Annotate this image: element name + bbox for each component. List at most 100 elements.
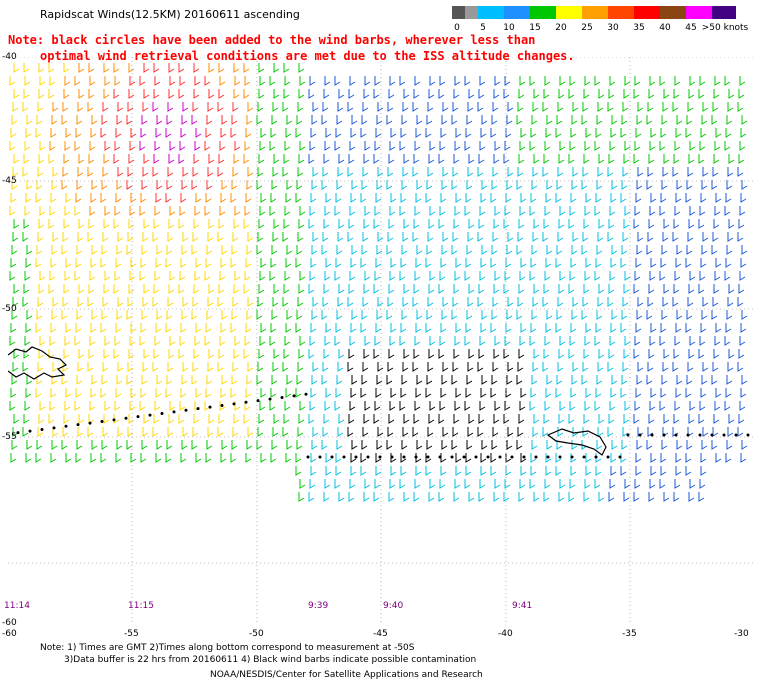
wind-barb bbox=[360, 323, 367, 333]
wind-barb bbox=[582, 297, 589, 307]
wind-barb bbox=[596, 310, 603, 320]
wind-barb bbox=[686, 440, 693, 450]
wind-barb bbox=[413, 219, 420, 229]
wind-barb bbox=[634, 206, 641, 216]
legend-label-40: 40 bbox=[659, 23, 671, 33]
wind-barb bbox=[9, 271, 16, 281]
wind-barb bbox=[414, 479, 421, 489]
wind-barb bbox=[308, 219, 315, 229]
wind-barb bbox=[568, 89, 575, 99]
wind-barb bbox=[269, 336, 276, 346]
wind-barb bbox=[608, 492, 615, 502]
wind-barb bbox=[13, 284, 20, 294]
wind-barb bbox=[544, 336, 551, 346]
wind-barb bbox=[387, 232, 394, 242]
wind-barb bbox=[426, 310, 433, 320]
wind-barb bbox=[299, 336, 306, 346]
wind-barb bbox=[310, 193, 317, 203]
wind-barb bbox=[244, 336, 251, 346]
wind-barb bbox=[178, 63, 185, 73]
wind-barb bbox=[571, 245, 578, 255]
wind-barb bbox=[441, 440, 448, 450]
quality-flag-circles bbox=[16, 392, 750, 459]
wind-barb bbox=[596, 375, 603, 385]
wind-barb bbox=[206, 245, 213, 255]
wind-barb bbox=[78, 63, 85, 73]
wind-barb bbox=[325, 193, 332, 203]
wind-barb bbox=[283, 154, 290, 164]
wind-barb bbox=[557, 102, 564, 112]
wind-barb bbox=[494, 401, 501, 411]
wind-barb bbox=[165, 128, 172, 138]
wind-barb bbox=[740, 388, 747, 398]
wind-barb bbox=[283, 414, 290, 424]
wind-barb bbox=[218, 63, 225, 73]
wind-barb bbox=[256, 440, 263, 450]
wind-barb bbox=[349, 336, 356, 346]
wind-barb bbox=[545, 388, 552, 398]
wind-barb bbox=[597, 232, 604, 242]
wind-barb bbox=[309, 271, 316, 281]
wind-barb bbox=[312, 297, 319, 307]
wind-barb bbox=[518, 349, 525, 359]
legend-swatch-6 bbox=[582, 6, 608, 19]
wind-barb bbox=[713, 89, 720, 99]
wind-barb bbox=[517, 232, 524, 242]
wind-barb bbox=[51, 375, 58, 385]
wind-barb bbox=[270, 388, 277, 398]
wind-barb bbox=[662, 102, 669, 112]
wind-barb bbox=[403, 154, 410, 164]
wind-barb bbox=[204, 336, 211, 346]
wind-barb bbox=[295, 323, 302, 333]
wind-barb bbox=[271, 115, 278, 125]
wind-barb bbox=[413, 89, 420, 99]
wind-barb bbox=[142, 297, 149, 307]
wind-barb bbox=[673, 219, 680, 229]
wind-barb bbox=[414, 141, 421, 151]
wind-barb bbox=[90, 128, 97, 138]
wind-barb bbox=[207, 427, 214, 437]
wind-barb bbox=[89, 271, 96, 281]
quality-circle bbox=[426, 455, 430, 459]
wind-barb bbox=[75, 323, 82, 333]
wind-barb bbox=[156, 310, 163, 320]
wind-barb bbox=[453, 349, 460, 359]
wind-barb bbox=[517, 297, 524, 307]
wind-barb bbox=[529, 206, 536, 216]
wind-barb bbox=[35, 323, 42, 333]
wind-barb bbox=[269, 141, 276, 151]
wind-barb bbox=[426, 440, 433, 450]
wind-barb bbox=[140, 258, 147, 268]
wind-barb bbox=[427, 362, 434, 372]
quality-circle bbox=[318, 455, 322, 459]
wind-barb bbox=[246, 440, 253, 450]
wind-barb bbox=[507, 297, 514, 307]
wind-barb bbox=[558, 349, 565, 359]
wind-barb bbox=[623, 284, 630, 294]
wind-barb bbox=[597, 297, 604, 307]
wind-barb bbox=[245, 388, 252, 398]
wind-barb bbox=[128, 89, 135, 99]
wind-barb bbox=[152, 297, 159, 307]
wind-barb bbox=[296, 310, 303, 320]
wind-barb bbox=[492, 232, 499, 242]
wind-barb bbox=[257, 297, 264, 307]
wind-barb bbox=[624, 141, 631, 151]
wind-barb bbox=[402, 297, 409, 307]
wind-barb bbox=[529, 76, 536, 86]
wind-barb bbox=[273, 89, 280, 99]
wind-barb bbox=[661, 115, 668, 125]
wind-barb bbox=[375, 388, 382, 398]
legend-label-20: 20 bbox=[555, 23, 567, 33]
wind-barb bbox=[299, 76, 306, 86]
wind-barb bbox=[259, 336, 266, 346]
wind-barb bbox=[282, 297, 289, 307]
wind-barb bbox=[624, 336, 631, 346]
wind-barb bbox=[542, 427, 549, 437]
wind-barb bbox=[465, 258, 472, 268]
wind-barb bbox=[91, 310, 98, 320]
wind-barb bbox=[400, 323, 407, 333]
wind-barb bbox=[517, 427, 524, 437]
wind-barb bbox=[143, 349, 150, 359]
wind-barb bbox=[299, 479, 306, 489]
